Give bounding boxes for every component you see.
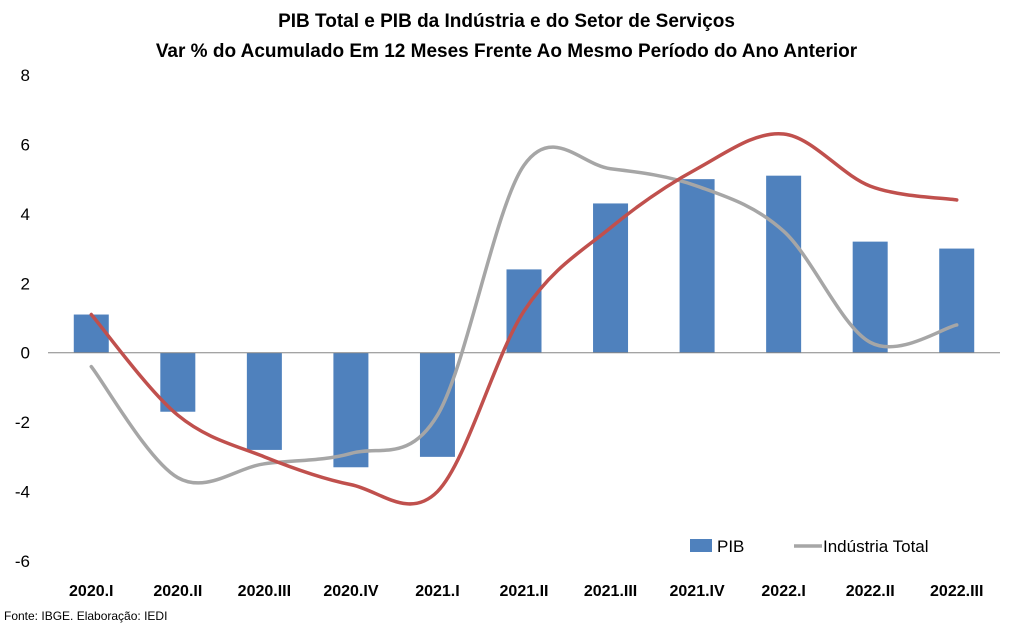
line-series-2 xyxy=(89,132,959,506)
x-tick-label: 2020.I xyxy=(69,583,113,600)
x-tick-label: 2021.III xyxy=(584,583,637,600)
line-series-1 xyxy=(89,145,959,485)
legend-label-industria: Indústria Total xyxy=(823,537,929,556)
y-tick-label: 8 xyxy=(21,66,30,85)
y-tick-label: 6 xyxy=(21,135,30,154)
x-tick-label: 2022.II xyxy=(846,583,895,600)
source-note: Fonte: IBGE. Elaboração: IEDI xyxy=(4,609,168,623)
x-tick-label: 2020.IV xyxy=(323,583,378,600)
y-tick-label: 0 xyxy=(21,344,30,363)
x-tick-label: 2022.I xyxy=(761,583,805,600)
x-tick-label: 2021.II xyxy=(500,583,549,600)
x-tick-label: 2020.III xyxy=(238,583,291,600)
y-tick-label: -2 xyxy=(15,413,30,432)
bar-pib xyxy=(419,352,455,457)
y-tick-label: -6 xyxy=(15,552,30,571)
x-tick-label: 2022.III xyxy=(930,583,983,600)
x-tick-label: 2020.II xyxy=(153,583,202,600)
chart-title: PIB Total e PIB da Indústria e do Setor … xyxy=(278,11,735,32)
bar-pib xyxy=(679,179,715,353)
bar-pib xyxy=(766,175,802,353)
bar-pib xyxy=(852,241,888,353)
legend-swatch-pib xyxy=(690,539,712,552)
y-tick-label: -4 xyxy=(15,483,30,502)
bar-pib xyxy=(939,248,975,353)
chart-subtitle: Var % do Acumulado Em 12 Meses Frente Ao… xyxy=(155,41,858,62)
bar-pib xyxy=(333,352,369,468)
bar-pib xyxy=(73,314,109,353)
y-tick-label: 4 xyxy=(21,205,30,224)
y-tick-label: 2 xyxy=(21,274,30,293)
bar-pib xyxy=(246,352,282,450)
legend-label-pib: PIB xyxy=(717,537,744,556)
x-tick-label: 2021.IV xyxy=(670,583,725,600)
bar-pib xyxy=(160,352,196,412)
x-tick-label: 2021.I xyxy=(415,583,459,600)
